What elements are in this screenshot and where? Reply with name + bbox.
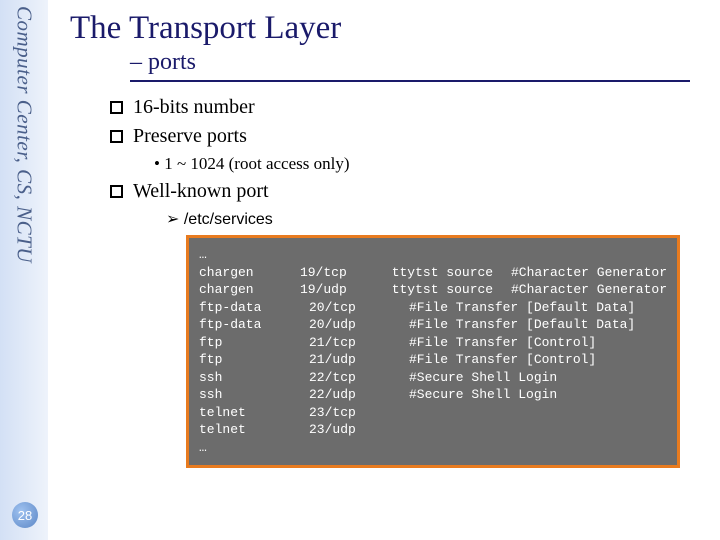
- bullet-l2: 1 ~ 1024 (root access only): [154, 154, 700, 174]
- bullet-l3: /etc/services: [166, 209, 700, 229]
- title-divider: [130, 80, 690, 82]
- code-row: chargen19/udpttytst source#Character Gen…: [199, 281, 667, 299]
- code-row: ftp21/tcp#File Transfer [Control]: [199, 334, 667, 352]
- page-title: The Transport Layer: [70, 10, 700, 47]
- code-row: …: [199, 246, 667, 264]
- slide-content: The Transport Layer – ports 16-bits numb…: [60, 0, 720, 468]
- code-row: ftp-data20/udp#File Transfer [Default Da…: [199, 316, 667, 334]
- square-bullet-icon: [110, 185, 123, 198]
- bullet-l1: Well-known port: [110, 180, 700, 203]
- code-row: ssh22/udp#Secure Shell Login: [199, 386, 667, 404]
- bullet-l1-text: 16-bits number: [133, 96, 255, 119]
- code-row: chargen19/tcpttytst source#Character Gen…: [199, 264, 667, 282]
- subtitle-row: – ports: [130, 49, 700, 76]
- code-row: telnet23/udp: [199, 421, 667, 439]
- bullet-list: 16-bits number Preserve ports 1 ~ 1024 (…: [110, 96, 700, 468]
- bullet-l1: 16-bits number: [110, 96, 700, 119]
- code-row: telnet23/tcp: [199, 404, 667, 422]
- sidebar-label: Computer Center, CS, NCTU: [12, 6, 37, 263]
- sidebar: Computer Center, CS, NCTU: [0, 0, 48, 540]
- page-number: 28: [12, 502, 38, 528]
- square-bullet-icon: [110, 130, 123, 143]
- code-row: ssh22/tcp#Secure Shell Login: [199, 369, 667, 387]
- page-number-text: 28: [18, 508, 32, 523]
- square-bullet-icon: [110, 101, 123, 114]
- bullet-l1-text: Well-known port: [133, 180, 269, 203]
- subtitle: – ports: [130, 49, 196, 75]
- services-code: …chargen19/tcpttytst source#Character Ge…: [199, 246, 667, 457]
- code-row: ftp21/udp#File Transfer [Control]: [199, 351, 667, 369]
- bullet-l1: Preserve ports: [110, 125, 700, 148]
- bullet-l1-text: Preserve ports: [133, 125, 247, 148]
- services-codebox: …chargen19/tcpttytst source#Character Ge…: [186, 235, 680, 468]
- code-row: …: [199, 439, 667, 457]
- code-row: ftp-data20/tcp#File Transfer [Default Da…: [199, 299, 667, 317]
